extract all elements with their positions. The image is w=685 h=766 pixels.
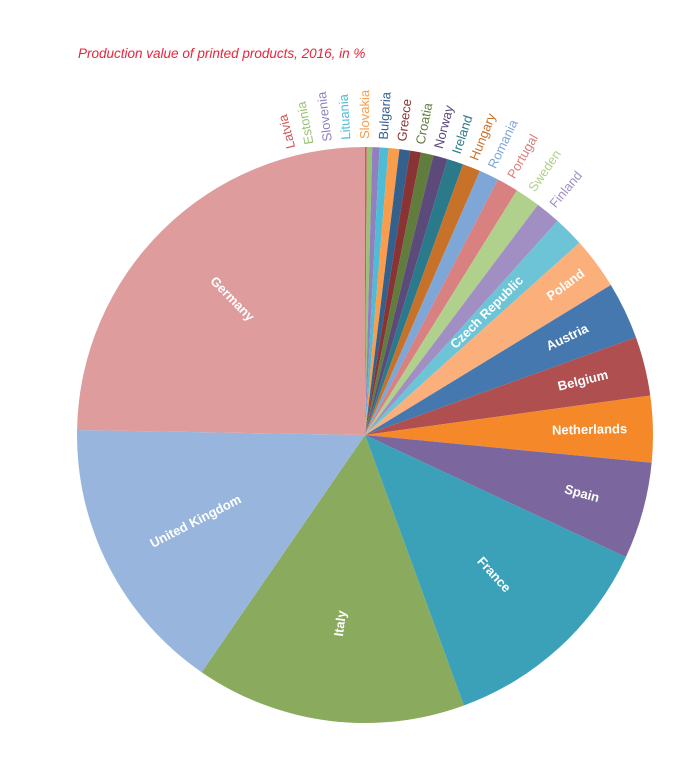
pie-slice-estonia (365, 147, 373, 435)
slice-label-slovenia: Slovenia (314, 90, 335, 142)
slice-label-slovakia: Slovakia (357, 89, 372, 139)
slice-label-lituania: Lituania (336, 93, 354, 140)
pie-slice-italy (201, 435, 464, 723)
pie-slice-belgium (365, 337, 651, 435)
pie-slice-greece (365, 150, 422, 435)
pie-slice-netherlands (365, 395, 653, 463)
pie-slice-germany (77, 147, 365, 435)
pie-slice-spain (365, 435, 652, 557)
slice-label-estonia: Estonia (293, 100, 316, 146)
slice-label-bulgaria: Bulgaria (376, 91, 394, 140)
pie-slice-austria (365, 285, 636, 435)
pie-slice-finland (365, 204, 558, 435)
slice-label-netherlands: Netherlands (552, 421, 627, 438)
pie-slice-poland (365, 242, 611, 435)
slice-label-italy: Italy (331, 609, 349, 637)
pie-slice-croatia (365, 152, 434, 436)
slice-label-finland: Finland (546, 168, 585, 210)
slice-label-greece: Greece (394, 98, 414, 142)
pie-slice-united-kingdom (76, 429, 365, 673)
pie-slice-portugal (365, 179, 517, 435)
pie-slice-romania (365, 170, 498, 435)
pie-slice-slovenia (365, 147, 380, 436)
pie-slice-ireland (365, 159, 464, 435)
pie-slice-norway (365, 155, 448, 435)
chart-title: Production value of printed products, 20… (78, 46, 366, 61)
slice-label-latvia: Latvia (275, 112, 298, 150)
pie-slice-czech-republic (365, 220, 580, 435)
pie-slice-bulgaria (365, 149, 411, 435)
pie-slice-lituania (365, 147, 389, 435)
pie-slice-france (365, 435, 626, 706)
pie-slice-sweden (365, 190, 538, 435)
pie-slice-slovakia (365, 147, 400, 435)
pie-slice-latvia (365, 147, 367, 435)
pie-slice-hungary (365, 164, 480, 435)
